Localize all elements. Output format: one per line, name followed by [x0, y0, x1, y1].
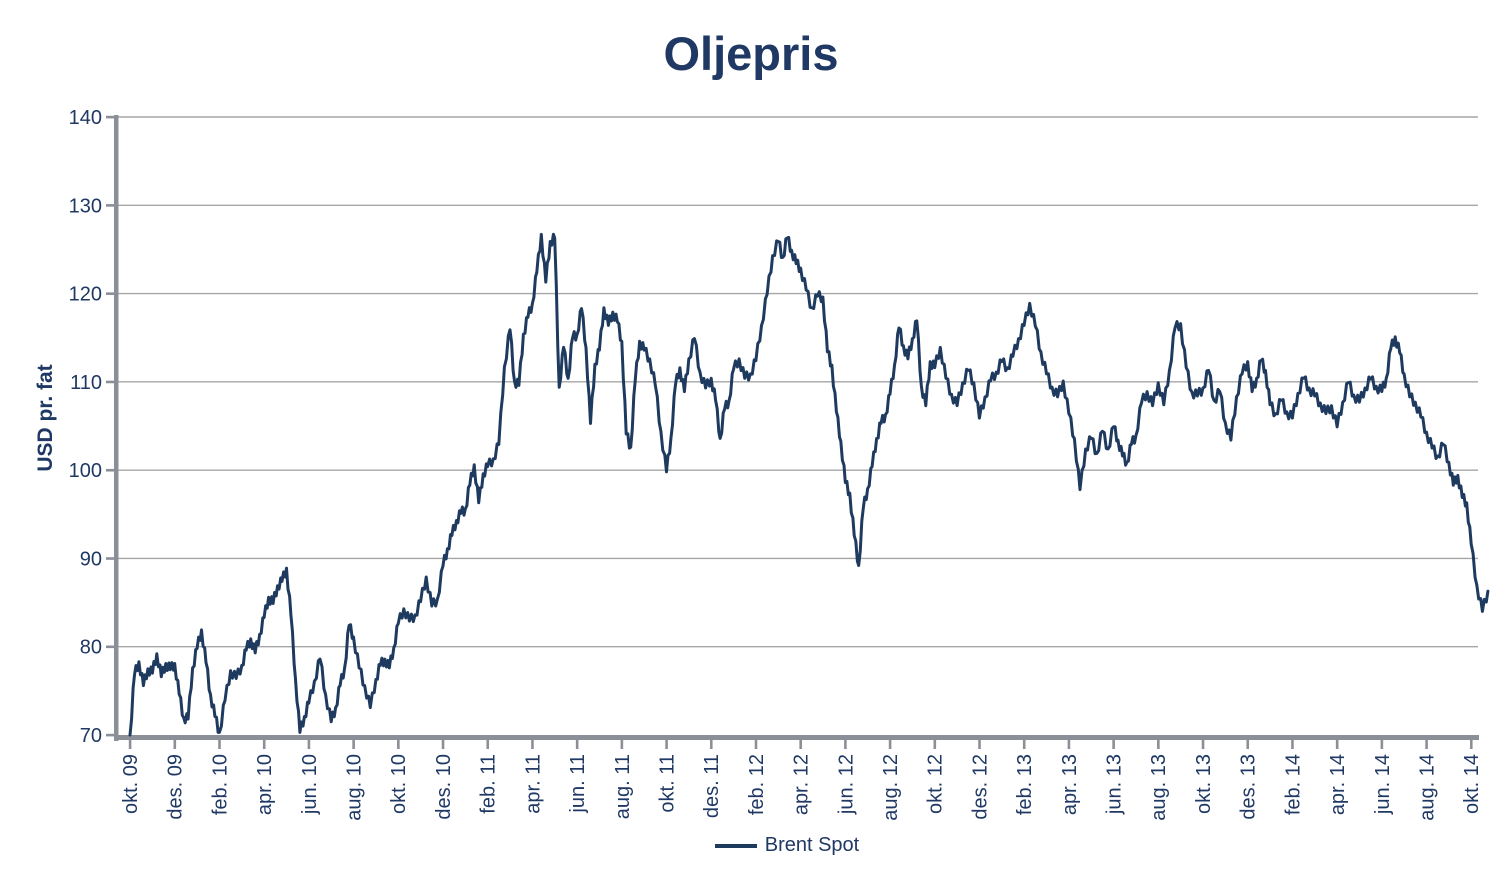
y-tick — [106, 115, 115, 119]
x-tick-label: apr. 13 — [1059, 754, 1081, 815]
y-tick-label: 140 — [69, 107, 102, 129]
x-tick-label: aug. 10 — [344, 754, 366, 821]
y-tick-label: 110 — [70, 372, 102, 394]
chart-title: Oljepris — [663, 27, 839, 80]
x-tick-label: des. 10 — [433, 754, 455, 820]
y-tick-label: 130 — [69, 195, 102, 217]
x-tick-label: feb. 13 — [1014, 754, 1036, 815]
x-tick — [933, 740, 937, 749]
x-tick-label: feb. 10 — [209, 754, 231, 815]
x-tick — [575, 740, 579, 749]
x-tick — [441, 740, 445, 749]
y-tick-label: 70 — [80, 725, 102, 747]
x-tick-label: des. 09 — [165, 754, 187, 820]
x-tick-label: apr. 11 — [522, 754, 544, 814]
x-tick — [1201, 740, 1205, 749]
x-tick-label: okt. 11 — [656, 754, 678, 813]
y-tick-label: 80 — [80, 637, 102, 659]
x-tick — [665, 740, 668, 749]
x-tick-label: okt. 09 — [120, 754, 142, 814]
x-tick-label: aug. 14 — [1416, 754, 1438, 821]
y-tick — [106, 204, 115, 207]
x-tick — [531, 740, 534, 749]
legend-line-marker — [714, 843, 757, 848]
y-tick — [106, 380, 115, 384]
x-axis-line — [114, 735, 1479, 740]
y-tick — [106, 292, 115, 295]
x-tick-label: aug. 12 — [880, 754, 902, 821]
x-tick-label: aug. 13 — [1148, 754, 1170, 821]
x-tick-label: jun. 10 — [299, 754, 321, 815]
x-tick — [978, 740, 981, 749]
x-tick-label: apr. 10 — [254, 754, 276, 815]
x-tick-label: apr. 12 — [791, 754, 813, 815]
x-tick-label: des. 12 — [969, 754, 991, 820]
y-tick-label: 120 — [69, 284, 102, 306]
y-tick — [106, 733, 115, 737]
x-tick-label: jun. 12 — [835, 754, 857, 815]
y-tick-label: 90 — [80, 548, 102, 570]
x-tick — [1067, 740, 1071, 749]
x-tick — [1246, 740, 1250, 749]
x-tick-label: okt. 10 — [388, 754, 410, 814]
y-tick — [106, 557, 115, 560]
x-tick — [1380, 740, 1384, 749]
x-tick-label: jun. 11 — [567, 754, 589, 814]
x-tick — [173, 740, 177, 749]
x-tick — [1157, 740, 1160, 749]
x-tick-label: okt. 13 — [1193, 754, 1215, 814]
x-tick — [486, 740, 490, 749]
x-tick-label: jun. 14 — [1372, 754, 1394, 815]
x-tick — [218, 740, 221, 749]
y-tick — [106, 645, 115, 649]
y-tick-label: 100 — [69, 460, 102, 482]
brent-spot-line — [128, 232, 1490, 737]
x-tick — [709, 740, 713, 749]
x-tick-label: okt. 12 — [925, 754, 947, 814]
x-tick — [1469, 740, 1473, 749]
x-tick-label: apr. 14 — [1327, 754, 1349, 815]
x-tick-label: feb. 14 — [1282, 754, 1304, 815]
x-tick — [262, 740, 266, 749]
x-tick-label: feb. 12 — [746, 754, 768, 815]
x-tick — [1022, 740, 1026, 749]
x-tick — [754, 740, 758, 749]
y-axis-line — [114, 115, 119, 741]
x-tick — [1291, 740, 1294, 749]
x-tick — [1112, 740, 1115, 749]
x-tick-label: aug. 11 — [612, 754, 634, 819]
x-tick — [1335, 740, 1339, 749]
x-tick-label: des. 13 — [1238, 754, 1260, 820]
legend-series-label: Brent Spot — [764, 834, 860, 856]
x-tick — [128, 740, 132, 749]
x-tick — [888, 740, 892, 749]
chart-legend: Brent Spot — [0, 834, 1502, 857]
x-tick — [307, 740, 311, 749]
x-tick — [397, 740, 400, 749]
x-tick — [799, 740, 802, 749]
x-tick-label: feb. 11 — [478, 754, 500, 814]
x-tick — [620, 740, 624, 749]
x-tick — [1425, 740, 1428, 749]
x-tick-label: jun. 13 — [1104, 754, 1126, 815]
x-tick-label: des. 11 — [701, 754, 723, 818]
x-tick-label: okt. 14 — [1461, 754, 1483, 814]
x-tick — [844, 740, 847, 749]
legend-entry: Brent Spot — [714, 834, 860, 857]
x-tick — [352, 740, 355, 749]
y-tick — [106, 468, 115, 472]
